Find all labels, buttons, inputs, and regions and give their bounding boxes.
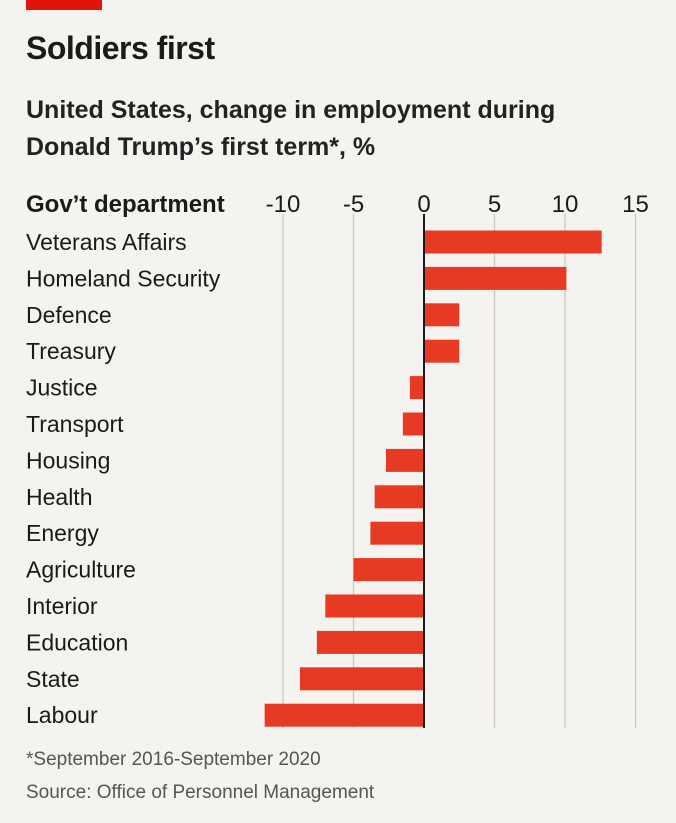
bar bbox=[424, 266, 567, 290]
bar bbox=[424, 339, 460, 363]
x-tick-label: 0 bbox=[417, 191, 430, 218]
x-tick-label: 5 bbox=[488, 191, 501, 218]
bar bbox=[385, 448, 424, 472]
x-tick-label: 10 bbox=[552, 191, 579, 218]
x-tick-label: -10 bbox=[266, 191, 301, 218]
x-tick-label: -5 bbox=[343, 191, 364, 218]
bar bbox=[370, 521, 424, 545]
bar bbox=[374, 485, 424, 509]
bar bbox=[402, 412, 424, 436]
category-label: Defence bbox=[26, 302, 112, 328]
x-tick-label: 15 bbox=[622, 191, 649, 218]
category-label: Housing bbox=[26, 447, 110, 473]
bar bbox=[424, 303, 460, 327]
bar bbox=[353, 558, 424, 582]
bar bbox=[409, 376, 424, 400]
chart-subtitle: United States, change in employment duri… bbox=[26, 96, 556, 161]
category-label: Labour bbox=[26, 702, 98, 728]
bar bbox=[424, 230, 602, 254]
category-label: Homeland Security bbox=[26, 265, 221, 291]
category-header: Gov’t department bbox=[26, 191, 225, 218]
category-label: Veterans Affairs bbox=[26, 229, 187, 255]
chart-title: Soldiers first bbox=[26, 30, 215, 66]
bar bbox=[299, 667, 424, 691]
bar bbox=[316, 630, 424, 654]
category-label: Energy bbox=[26, 520, 99, 546]
category-label: Justice bbox=[26, 375, 98, 401]
bar bbox=[264, 703, 424, 727]
category-label: Health bbox=[26, 484, 92, 510]
source-note: Source: Office of Personnel Management bbox=[26, 782, 375, 803]
category-label: State bbox=[26, 666, 80, 692]
footnote: *September 2016-September 2020 bbox=[26, 749, 321, 770]
category-label: Transport bbox=[26, 411, 124, 437]
bar bbox=[325, 594, 424, 618]
category-label: Interior bbox=[26, 593, 98, 619]
category-label: Education bbox=[26, 629, 128, 655]
category-label: Treasury bbox=[26, 338, 116, 364]
bar-chart: Gov’t department -10 -5 0 5 10 15 Veterans Affa… bbox=[26, 191, 649, 728]
brand-tag bbox=[26, 0, 102, 10]
category-label: Agriculture bbox=[26, 557, 136, 583]
